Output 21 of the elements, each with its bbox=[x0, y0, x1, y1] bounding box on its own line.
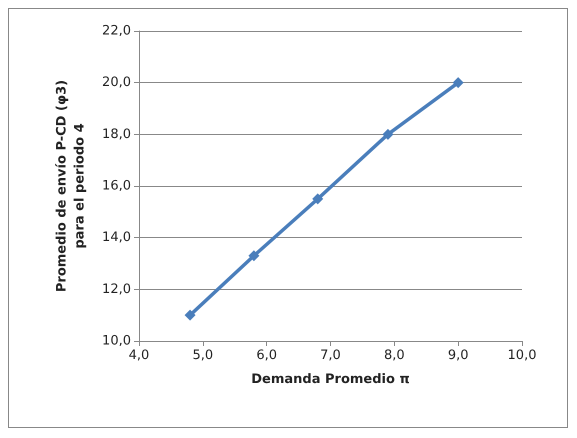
x-tick-label: 4,0 bbox=[128, 348, 150, 363]
x-axis-title: Demanda Promedio π bbox=[251, 372, 410, 387]
y-tick-label: 14,0 bbox=[102, 230, 131, 246]
point bbox=[184, 310, 196, 321]
x-tick-label: 9,0 bbox=[448, 348, 469, 363]
x-tick-label: 5,0 bbox=[192, 348, 214, 363]
x-tick-label: 7,0 bbox=[320, 348, 341, 363]
point bbox=[382, 128, 394, 140]
y-tick-label: 12,0 bbox=[102, 282, 131, 297]
x-tick-label: 10,0 bbox=[508, 348, 536, 363]
x-tick-label: 8,0 bbox=[384, 348, 405, 363]
y-tick-label: 18,0 bbox=[102, 126, 131, 142]
y-tick-label: 20,0 bbox=[102, 75, 131, 90]
point bbox=[248, 250, 260, 262]
x-tick-label: 6,0 bbox=[256, 348, 278, 363]
point bbox=[312, 193, 324, 204]
point bbox=[452, 77, 464, 88]
y-tick-label: 16,0 bbox=[102, 178, 131, 194]
y-tick-label: 22,0 bbox=[102, 24, 131, 38]
y-tick-label: 10,0 bbox=[102, 334, 131, 348]
y-axis-title: Promedio de envío P-CD (φ3) para el periodo 4 bbox=[54, 80, 88, 292]
